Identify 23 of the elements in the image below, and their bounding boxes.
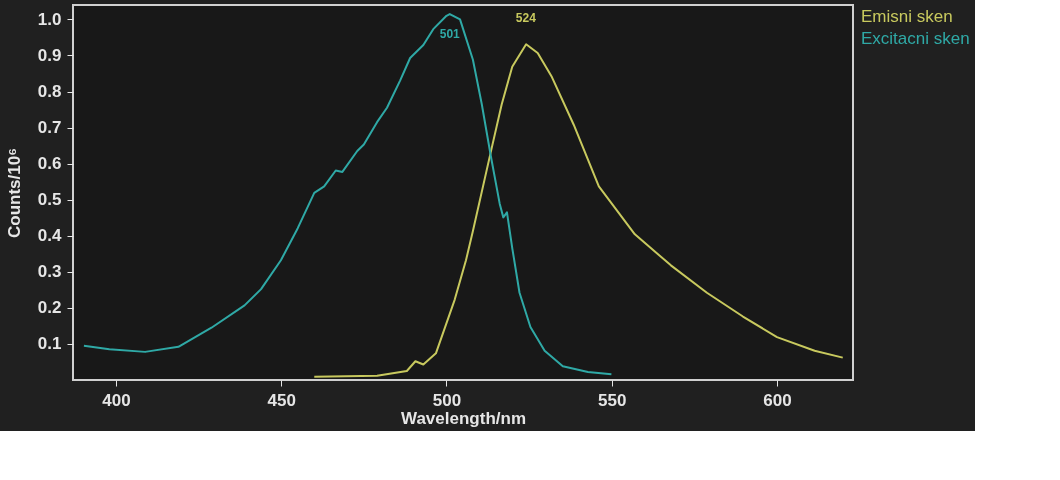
y-tick-label: 1.0 <box>37 9 62 29</box>
x-axis-title: Wavelength/nm <box>401 408 526 428</box>
y-tick-label: 0.9 <box>37 45 62 65</box>
y-tick-label: 0.8 <box>37 82 62 102</box>
x-tick-label: 550 <box>598 390 627 410</box>
text: Excitacni sken <box>861 29 970 48</box>
x-tick-label: 500 <box>432 390 462 410</box>
y-tick-label: 0.5 <box>37 190 62 210</box>
line-series <box>313 43 844 378</box>
annotation: 501 <box>439 27 461 42</box>
x-tick-label: 450 <box>267 390 296 410</box>
annotation: 524 <box>515 11 537 26</box>
y-axis-title: Counts/10⁶ <box>4 147 24 239</box>
y-tick-label: 0.1 <box>37 334 62 354</box>
x-tick-label: 400 <box>102 390 131 410</box>
text: Emisni sken <box>861 7 953 26</box>
line-series <box>82 13 613 376</box>
y-tick-label: 0.4 <box>37 226 63 246</box>
x-tick-label: 600 <box>763 390 792 410</box>
y-tick-label: 0.3 <box>37 262 62 282</box>
y-tick-label: 0.7 <box>37 118 62 138</box>
y-tick-label: 0.6 <box>37 154 62 174</box>
y-tick-label: 0.2 <box>37 298 62 318</box>
